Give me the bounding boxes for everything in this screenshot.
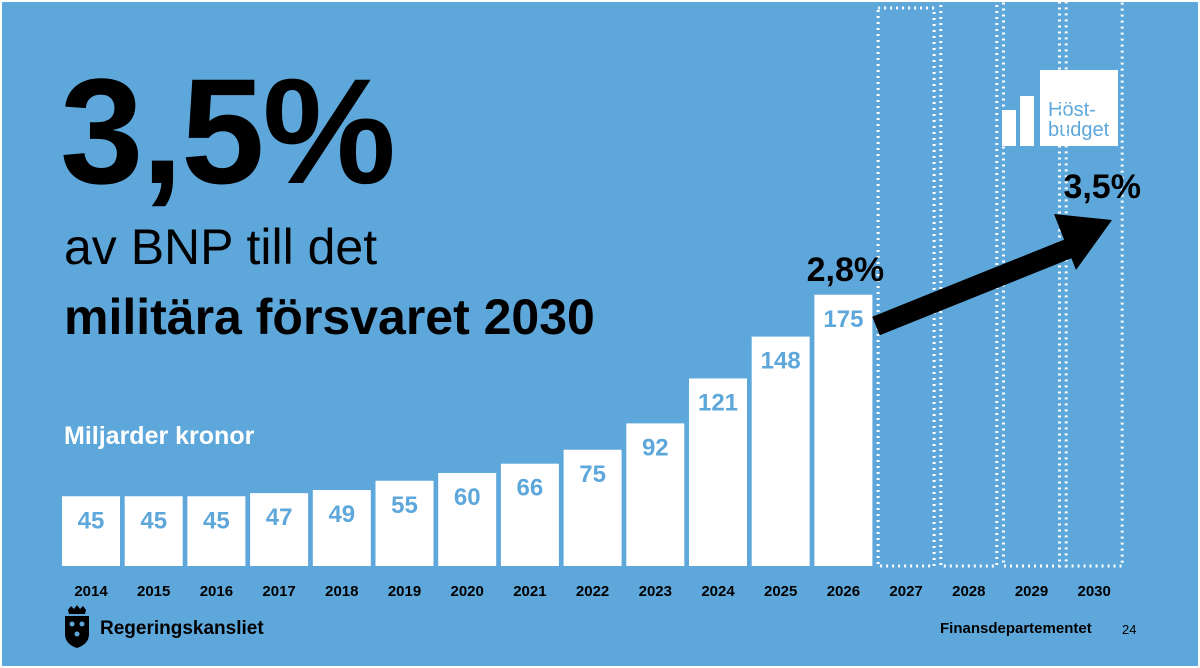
bar-value-label: 92 — [642, 434, 669, 461]
bar-value-label: 121 — [698, 389, 738, 416]
bar-value-label: 66 — [517, 475, 544, 502]
page-number: 24 — [1122, 622, 1137, 637]
bar — [500, 463, 559, 566]
bar-value-label: 45 — [140, 507, 167, 534]
bar — [626, 423, 685, 566]
bar — [250, 493, 309, 566]
bar — [814, 294, 873, 566]
arrow-shaft — [872, 234, 1084, 336]
x-tick-label: 2027 — [889, 583, 922, 600]
bar-chart-icon-bar — [1020, 96, 1034, 146]
x-tick-label: 2022 — [576, 583, 609, 600]
projected-bar — [939, 0, 999, 568]
bar-value-label: 175 — [823, 306, 863, 333]
bar — [187, 496, 246, 566]
bar-value-label: 45 — [78, 507, 105, 534]
headline-percent: 3,5% — [60, 47, 396, 215]
bar — [124, 496, 183, 566]
bar-value-label: 45 — [203, 507, 230, 534]
bar — [62, 496, 120, 566]
x-tick-label: 2019 — [388, 583, 421, 600]
logo-text: Regeringskansliet — [100, 618, 264, 639]
arrow-head — [1054, 214, 1112, 270]
annotation-3-5-percent: 3,5% — [1063, 168, 1141, 206]
bar-value-label: 55 — [391, 492, 418, 519]
projected-bar — [876, 6, 936, 568]
x-tick-label: 2026 — [827, 583, 860, 600]
bar — [312, 490, 371, 566]
bar-chart-icon — [1002, 110, 1016, 146]
bar — [689, 378, 747, 566]
x-tick-label: 2016 — [200, 583, 233, 600]
bar — [563, 449, 622, 566]
x-tick-label: 2028 — [952, 583, 985, 600]
x-tick-label: 2018 — [325, 583, 358, 600]
bar — [438, 473, 497, 566]
annotation-2-8-percent: 2,8% — [807, 251, 885, 289]
unit-label: Miljarder kronor — [64, 422, 255, 450]
x-tick-label: 2029 — [1015, 583, 1048, 600]
subtitle-line-2: militära försvaret 2030 — [64, 289, 595, 345]
x-tick-label: 2017 — [262, 583, 295, 600]
x-tick-label: 2015 — [137, 583, 170, 600]
x-tick-label: 2021 — [513, 583, 546, 600]
x-tick-label: 2025 — [764, 583, 797, 600]
department-label: Finansdepartementet — [940, 620, 1092, 637]
bar — [375, 480, 434, 566]
badge-box — [1040, 70, 1118, 146]
crown-logo-icon — [65, 605, 89, 648]
bar-value-label: 49 — [328, 501, 355, 528]
x-tick-label: 2020 — [451, 583, 484, 600]
subtitle-line-1: av BNP till det — [64, 219, 378, 275]
bar — [751, 336, 810, 566]
x-tick-label: 2024 — [701, 583, 735, 600]
projected-bar — [1002, 0, 1061, 568]
bar-value-label: 148 — [761, 348, 801, 375]
bar-value-label: 47 — [266, 504, 293, 531]
x-tick-label: 2023 — [639, 583, 672, 600]
x-tick-label: 2014 — [74, 583, 108, 600]
x-tick-label: 2030 — [1078, 583, 1111, 600]
bar-value-label: 75 — [579, 461, 606, 488]
projected-bar — [1064, 0, 1124, 568]
bar-value-label: 60 — [454, 484, 481, 511]
